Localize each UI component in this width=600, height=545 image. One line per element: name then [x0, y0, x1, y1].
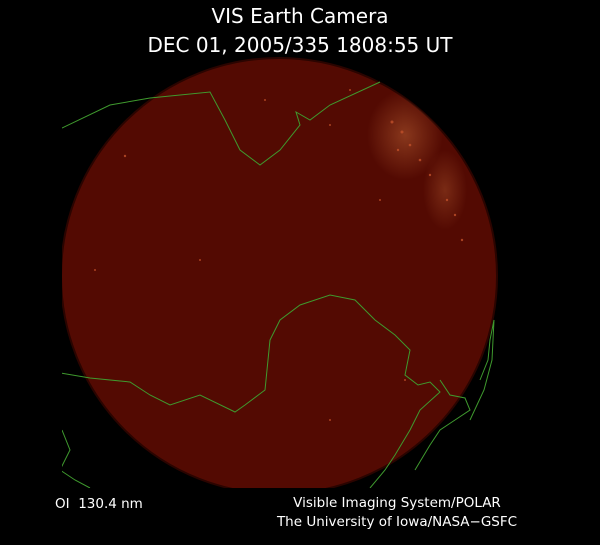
earth-image [62, 57, 498, 488]
instrument-label: Visible Imaging System/POLAR [293, 495, 501, 511]
coastlines [62, 81, 495, 488]
filter-label: OI 130.4 nm [55, 496, 143, 512]
title: VIS Earth Camera [211, 4, 388, 28]
timestamp: DEC 01, 2005/335 1808:55 UT [148, 33, 454, 57]
credit-label: The University of Iowa/NASA−GSFC [276, 514, 517, 530]
